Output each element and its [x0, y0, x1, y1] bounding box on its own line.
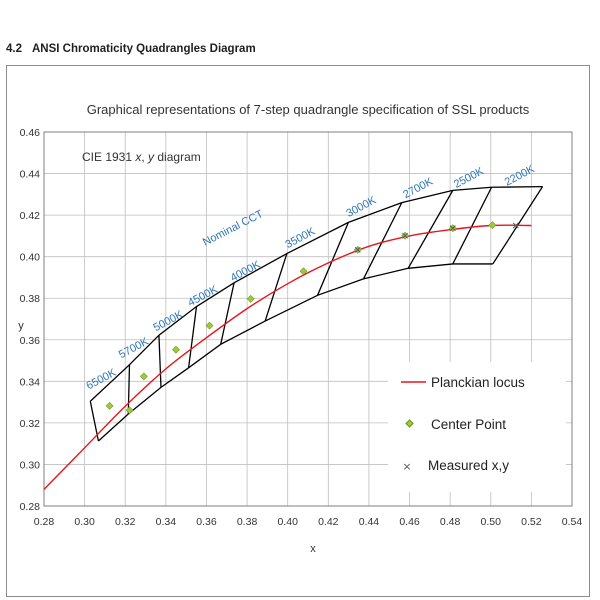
- y-tick-label: 0.30: [20, 459, 41, 471]
- cct-labels: 6500K5700K5000K4500K4000K3500K3000K2700K…: [84, 163, 537, 392]
- legend-background: [388, 362, 566, 492]
- quadrangles: [89, 185, 544, 442]
- y-tick-label: 0.32: [20, 418, 41, 430]
- legend-center-swatch: [405, 419, 414, 428]
- quadrangle-divider: [127, 364, 131, 414]
- inset-label-x: x: [134, 150, 142, 164]
- measured-point: [449, 225, 456, 232]
- cct-label: 4500K: [186, 283, 220, 309]
- cct-label: 2200K: [503, 163, 537, 189]
- measured-point-stroke: [354, 246, 361, 253]
- legend-measured-swatch: ×: [402, 460, 411, 473]
- x-tick-label: 0.34: [156, 516, 177, 528]
- legend-measured-label: Measured x,y: [428, 458, 509, 473]
- chart-title: Graphical representations of 7-step quad…: [87, 102, 530, 117]
- y-tick-label: 0.44: [20, 169, 41, 181]
- inset-label-suffix: diagram: [154, 150, 201, 164]
- x-tick-label: 0.36: [196, 516, 217, 528]
- quadrangle-divider: [264, 253, 288, 322]
- y-tick-label: 0.42: [20, 210, 41, 222]
- x-tick-label: 0.54: [562, 516, 583, 528]
- y-tick-label: 0.38: [20, 293, 41, 305]
- x-tick-label: 0.48: [440, 516, 461, 528]
- measured-point-stroke: [449, 225, 456, 232]
- x-tick-label: 0.52: [521, 516, 542, 528]
- inset-label-sep: ,: [141, 150, 148, 164]
- y-tick-labels: 0.28 0.30 0.32 0.34 0.36 0.38 0.40 0.42 0.44 0.46: [20, 127, 41, 513]
- y-axis-label: y: [18, 320, 24, 332]
- inset-label-y: y: [147, 150, 155, 164]
- planckian-locus-line: [43, 224, 532, 490]
- x-tick-label: 0.50: [481, 516, 502, 528]
- center-point: [246, 294, 255, 303]
- measured-point: [354, 246, 361, 253]
- cct-label: 4000K: [229, 258, 263, 284]
- plot-area: [43, 131, 573, 507]
- measured-point: [512, 222, 519, 229]
- cct-label: 2500K: [452, 165, 486, 191]
- measured-point-stroke: [402, 232, 409, 239]
- center-point: [205, 321, 214, 330]
- x-tick-label: 0.32: [115, 516, 136, 528]
- y-tick-label: 0.46: [20, 127, 41, 139]
- center-point: [140, 372, 148, 381]
- legend-center-label: Center Point: [431, 417, 506, 432]
- quadrangle-divider: [362, 202, 403, 280]
- center-point: [105, 401, 114, 410]
- nominal-cct-label: Nominal CCT: [201, 208, 266, 249]
- legend-planckian-label: Planckian locus: [431, 375, 525, 390]
- inset-label-prefix: CIE 1931: [82, 150, 135, 164]
- cct-label: 3000K: [344, 194, 378, 220]
- center-point: [299, 267, 308, 276]
- section-number: 4.2: [6, 43, 22, 55]
- x-tick-labels: 0.28 0.30 0.32 0.34 0.36 0.38 0.40 0.42 0.44 0.46…: [34, 516, 583, 528]
- y-tick-label: 0.36: [20, 335, 41, 347]
- quadrangle-divider: [316, 222, 350, 296]
- y-tick-label: 0.34: [20, 376, 41, 388]
- y-tick-label: 0.28: [20, 501, 41, 513]
- center-point: [172, 345, 180, 354]
- measured-point-stroke: [512, 222, 519, 229]
- section-title: ANSI Chromaticity Quadrangles Diagram: [32, 43, 256, 55]
- x-tick-label: 0.28: [34, 516, 55, 528]
- x-axis-label: x: [310, 543, 316, 555]
- inset-label: CIE 1931 x, y diagram: [82, 150, 201, 164]
- quadrangle-divider: [452, 186, 493, 265]
- center-point: [125, 406, 134, 415]
- quadrangle-divider: [220, 282, 235, 345]
- center-point: [488, 221, 497, 229]
- cct-label: 5000K: [151, 308, 185, 334]
- legend: Planckian locus Center Point × Measured …: [388, 362, 566, 492]
- x-tick-label: 0.40: [277, 516, 298, 528]
- measured-point: [402, 232, 409, 239]
- quadrangle-divider: [407, 190, 454, 269]
- y-tick-label: 0.40: [20, 252, 41, 264]
- x-tick-label: 0.38: [237, 516, 258, 528]
- cct-label: 6500K: [84, 366, 118, 392]
- x-tick-label: 0.42: [318, 516, 339, 528]
- cct-label: 2700K: [401, 175, 435, 201]
- axes: [43, 131, 573, 507]
- chart-frame: [6, 65, 590, 597]
- measured-points: [354, 222, 519, 253]
- x-tick-label: 0.44: [359, 516, 380, 528]
- quadrangle-divider: [187, 306, 198, 368]
- cct-label: 5700K: [117, 335, 151, 361]
- x-tick-label: 0.30: [74, 516, 95, 528]
- quadrangle-divider: [158, 335, 162, 388]
- x-tick-label: 0.46: [399, 516, 420, 528]
- section-heading: 4.2 ANSI Chromaticity Quadrangles Diagram: [6, 43, 256, 55]
